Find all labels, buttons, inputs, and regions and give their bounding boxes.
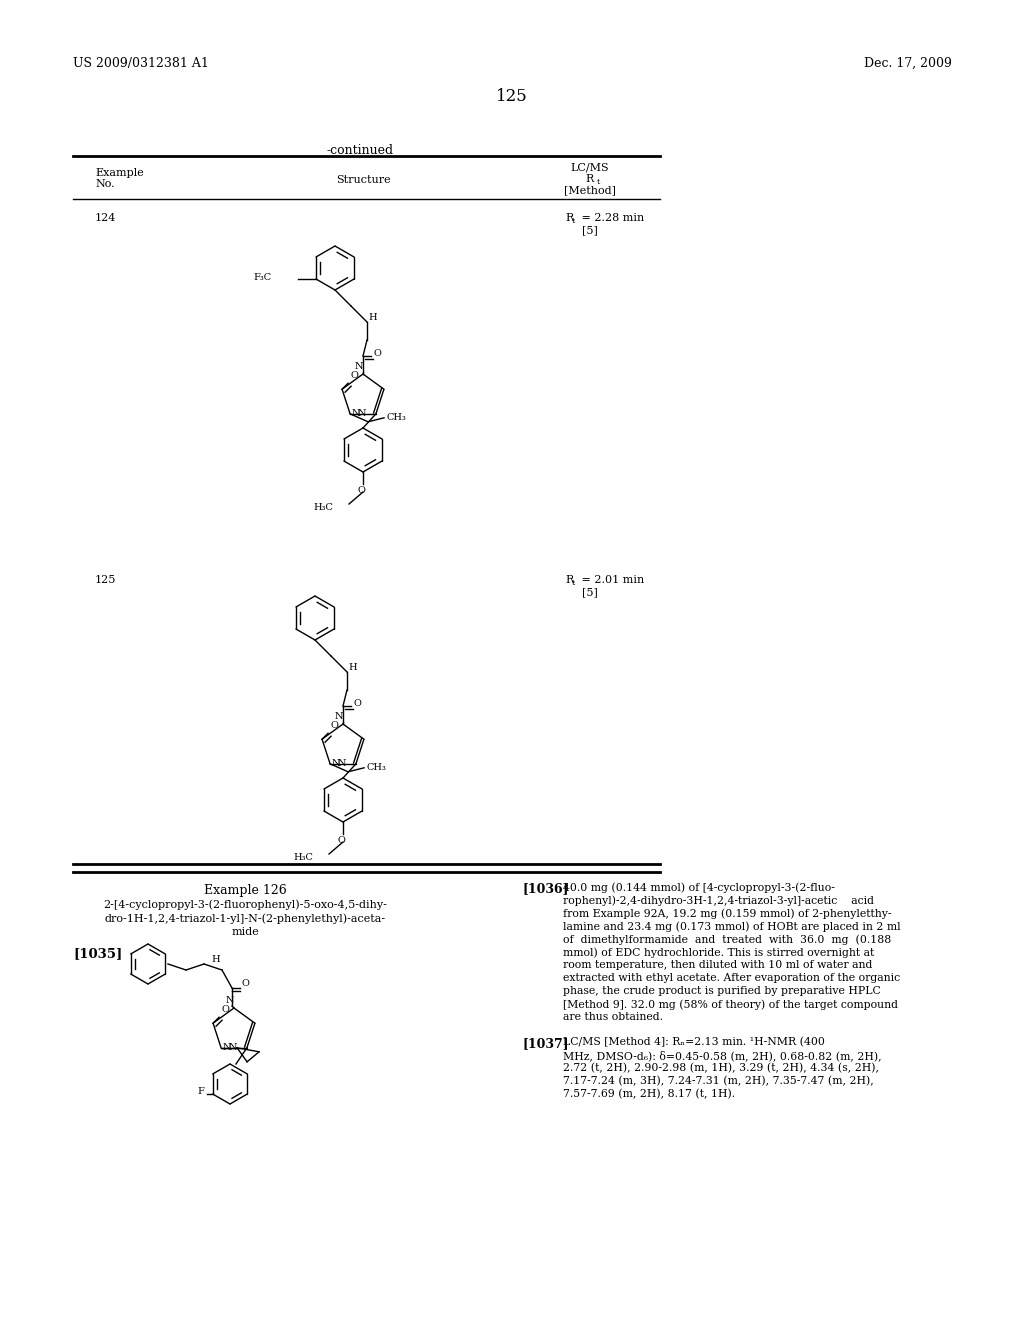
Text: N: N bbox=[352, 409, 360, 418]
Text: phase, the crude product is purified by preparative HPLC: phase, the crude product is purified by … bbox=[563, 986, 881, 997]
Text: N: N bbox=[354, 362, 364, 371]
Text: 7.57-7.69 (m, 2H), 8.17 (t, 1H).: 7.57-7.69 (m, 2H), 8.17 (t, 1H). bbox=[563, 1089, 735, 1100]
Text: [1037]: [1037] bbox=[523, 1038, 569, 1049]
Text: O: O bbox=[242, 979, 250, 989]
Text: N: N bbox=[338, 759, 346, 768]
Text: [1035]: [1035] bbox=[73, 946, 122, 960]
Text: H: H bbox=[212, 954, 220, 964]
Text: 124: 124 bbox=[95, 213, 117, 223]
Text: H: H bbox=[348, 663, 356, 672]
Text: of  dimethylformamide  and  treated  with  36.0  mg  (0.188: of dimethylformamide and treated with 36… bbox=[563, 935, 891, 945]
Text: [Method 9]. 32.0 mg (58% of theory) of the target compound: [Method 9]. 32.0 mg (58% of theory) of t… bbox=[563, 999, 898, 1010]
Text: Example: Example bbox=[95, 168, 143, 178]
Text: mide: mide bbox=[231, 927, 259, 937]
Text: O: O bbox=[221, 1005, 229, 1014]
Text: t: t bbox=[572, 579, 575, 587]
Text: dro-1H-1,2,4-triazol-1-yl]-N-(2-phenylethyl)-aceta-: dro-1H-1,2,4-triazol-1-yl]-N-(2-phenylet… bbox=[104, 913, 386, 924]
Text: lamine and 23.4 mg (0.173 mmol) of HOBt are placed in 2 ml: lamine and 23.4 mg (0.173 mmol) of HOBt … bbox=[563, 921, 901, 932]
Text: CH₃: CH₃ bbox=[386, 413, 406, 422]
Text: N: N bbox=[357, 409, 366, 418]
Text: CH₃: CH₃ bbox=[366, 763, 386, 772]
Text: 2-[4-cyclopropyl-3-(2-fluorophenyl)-5-oxo-4,5-dihy-: 2-[4-cyclopropyl-3-(2-fluorophenyl)-5-ox… bbox=[103, 899, 387, 909]
Text: O: O bbox=[330, 721, 338, 730]
Text: O: O bbox=[357, 486, 365, 495]
Text: 2.72 (t, 2H), 2.90-2.98 (m, 1H), 3.29 (t, 2H), 4.34 (s, 2H),: 2.72 (t, 2H), 2.90-2.98 (m, 1H), 3.29 (t… bbox=[563, 1063, 879, 1073]
Text: [5]: [5] bbox=[582, 587, 598, 597]
Text: No.: No. bbox=[95, 180, 115, 189]
Text: O: O bbox=[353, 700, 360, 709]
Text: F: F bbox=[198, 1088, 205, 1097]
Text: room temperature, then diluted with 10 ml of water and: room temperature, then diluted with 10 m… bbox=[563, 960, 872, 970]
Text: LC/MS: LC/MS bbox=[570, 162, 609, 173]
Text: 125: 125 bbox=[95, 576, 117, 585]
Text: F₃C: F₃C bbox=[254, 272, 272, 281]
Text: H₃C: H₃C bbox=[293, 854, 313, 862]
Text: [Method]: [Method] bbox=[564, 185, 616, 195]
Text: [5]: [5] bbox=[582, 224, 598, 235]
Text: H: H bbox=[368, 313, 377, 322]
Text: O: O bbox=[373, 350, 381, 359]
Text: N: N bbox=[332, 759, 341, 768]
Text: mmol) of EDC hydrochloride. This is stirred overnight at: mmol) of EDC hydrochloride. This is stir… bbox=[563, 946, 874, 957]
Text: Dec. 17, 2009: Dec. 17, 2009 bbox=[864, 57, 952, 70]
Text: N: N bbox=[225, 997, 234, 1005]
Text: -continued: -continued bbox=[327, 144, 393, 157]
Text: are thus obtained.: are thus obtained. bbox=[563, 1012, 663, 1022]
Text: R: R bbox=[586, 174, 594, 183]
Text: R: R bbox=[565, 213, 573, 223]
Text: Example 126: Example 126 bbox=[204, 884, 287, 898]
Text: 125: 125 bbox=[496, 88, 528, 106]
Text: LC/MS [Method 4]: Rₙ=2.13 min. ¹H-NMR (400: LC/MS [Method 4]: Rₙ=2.13 min. ¹H-NMR (4… bbox=[563, 1038, 825, 1047]
Text: N: N bbox=[228, 1043, 237, 1052]
Text: US 2009/0312381 A1: US 2009/0312381 A1 bbox=[73, 57, 209, 70]
Text: N: N bbox=[335, 711, 343, 721]
Text: = 2.01 min: = 2.01 min bbox=[578, 576, 644, 585]
Text: O: O bbox=[337, 836, 345, 845]
Text: N: N bbox=[223, 1043, 231, 1052]
Text: [1036]: [1036] bbox=[523, 882, 569, 895]
Text: t: t bbox=[597, 178, 600, 186]
Text: from Example 92A, 19.2 mg (0.159 mmol) of 2-phenyletthy-: from Example 92A, 19.2 mg (0.159 mmol) o… bbox=[563, 908, 892, 919]
Text: Structure: Structure bbox=[336, 176, 390, 185]
Text: t: t bbox=[572, 216, 575, 224]
Text: extracted with ethyl acetate. After evaporation of the organic: extracted with ethyl acetate. After evap… bbox=[563, 973, 900, 983]
Text: 40.0 mg (0.144 mmol) of [4-cyclopropyl-3-(2-fluo-: 40.0 mg (0.144 mmol) of [4-cyclopropyl-3… bbox=[563, 882, 835, 892]
Text: R: R bbox=[565, 576, 573, 585]
Text: O: O bbox=[350, 371, 358, 380]
Text: H₃C: H₃C bbox=[313, 503, 333, 512]
Text: 7.17-7.24 (m, 3H), 7.24-7.31 (m, 2H), 7.35-7.47 (m, 2H),: 7.17-7.24 (m, 3H), 7.24-7.31 (m, 2H), 7.… bbox=[563, 1076, 873, 1086]
Text: = 2.28 min: = 2.28 min bbox=[578, 213, 644, 223]
Text: MHz, DMSO-d₆): δ=0.45-0.58 (m, 2H), 0.68-0.82 (m, 2H),: MHz, DMSO-d₆): δ=0.45-0.58 (m, 2H), 0.68… bbox=[563, 1049, 882, 1061]
Text: rophenyl)-2,4-dihydro-3H-1,2,4-triazol-3-yl]-acetic    acid: rophenyl)-2,4-dihydro-3H-1,2,4-triazol-3… bbox=[563, 895, 874, 906]
